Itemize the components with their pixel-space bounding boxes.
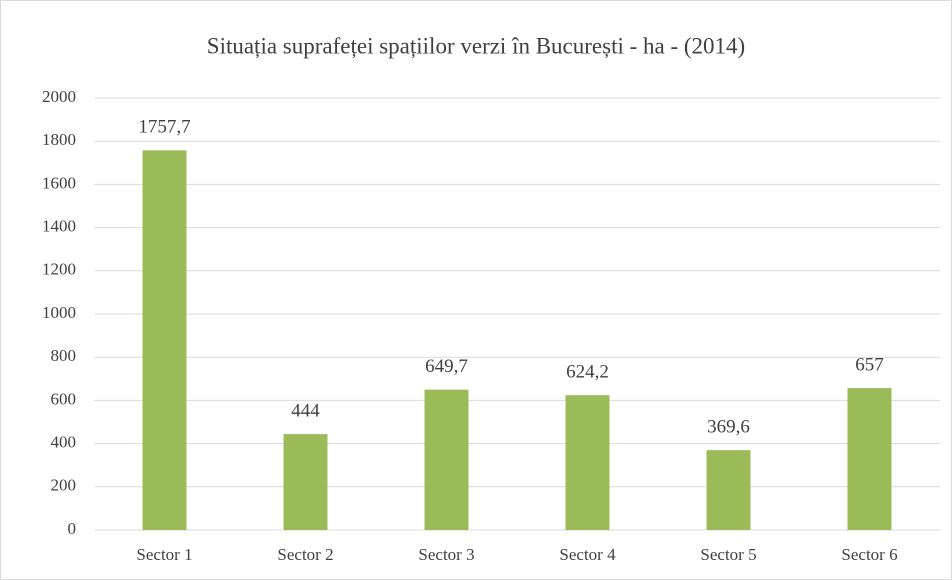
bar xyxy=(847,388,892,530)
y-tick-label: 1800 xyxy=(42,130,76,149)
x-tick-label: Sector 1 xyxy=(136,545,192,564)
y-tick-label: 1000 xyxy=(42,303,76,322)
data-label: 657 xyxy=(855,354,884,375)
data-label: 624,2 xyxy=(566,362,609,383)
bar xyxy=(565,395,610,530)
y-tick-label: 400 xyxy=(51,433,77,452)
data-label: 1757,7 xyxy=(138,117,190,138)
bar xyxy=(142,150,187,531)
chart-title: Situația suprafeței spațiilor verzi în B… xyxy=(207,33,745,58)
x-tick-label: Sector 4 xyxy=(559,545,616,564)
y-tick-label: 1400 xyxy=(42,217,76,236)
y-tick-label: 1200 xyxy=(42,260,76,279)
y-tick-label: 1600 xyxy=(42,173,76,192)
data-label: 444 xyxy=(291,400,320,421)
bar xyxy=(283,434,328,530)
data-label: 649,7 xyxy=(425,356,468,377)
data-label: 369,6 xyxy=(707,417,750,438)
y-tick-label: 0 xyxy=(68,519,77,538)
y-tick-label: 600 xyxy=(51,389,77,408)
x-tick-label: Sector 2 xyxy=(277,545,333,564)
bar xyxy=(706,450,751,530)
bar xyxy=(424,389,469,530)
x-tick-label: Sector 6 xyxy=(841,545,897,564)
y-tick-label: 2000 xyxy=(42,87,76,106)
y-tick-label: 200 xyxy=(51,476,77,495)
x-tick-label: Sector 5 xyxy=(700,545,756,564)
x-tick-label: Sector 3 xyxy=(418,545,474,564)
y-tick-label: 800 xyxy=(51,346,77,365)
